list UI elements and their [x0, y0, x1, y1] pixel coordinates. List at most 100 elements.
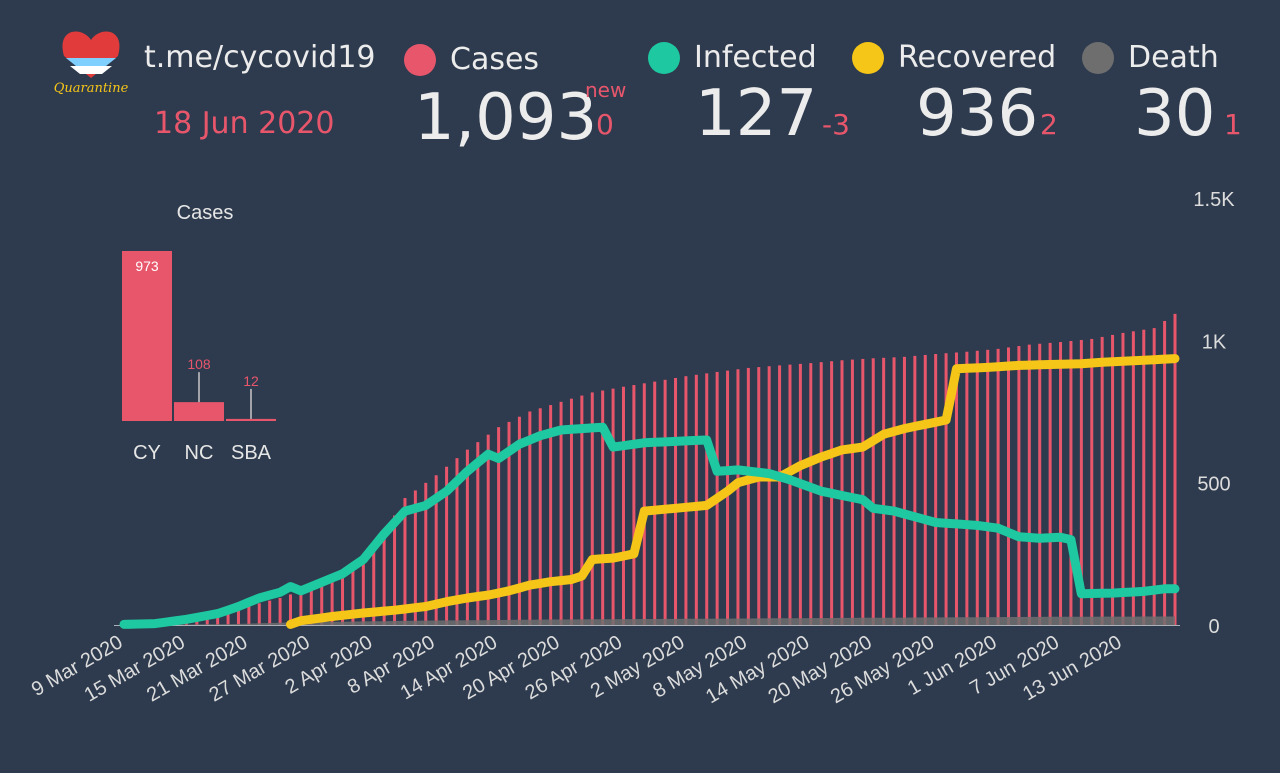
recovered-label: Recovered	[898, 40, 1057, 75]
cases-bar	[247, 605, 251, 625]
cases-bar	[1121, 332, 1125, 625]
cases-bar	[341, 574, 345, 625]
cases-bar	[549, 405, 553, 625]
cases-bar	[226, 609, 230, 625]
cases-bar	[330, 578, 334, 625]
cases-label: Cases	[450, 42, 540, 77]
cases-bar	[986, 349, 990, 625]
cases-value: 1,093	[414, 81, 598, 155]
cases-bar	[372, 550, 376, 625]
cases-bar	[684, 376, 688, 625]
cases-bar	[320, 582, 324, 625]
cases-bar	[257, 603, 261, 625]
cases-bar	[705, 373, 709, 625]
inset-title: Cases	[177, 202, 234, 224]
inset-category-label: SBA	[231, 442, 272, 464]
infected-dot-icon	[648, 41, 680, 74]
cases-bar	[528, 411, 532, 625]
cases-bar	[642, 383, 646, 625]
y-tick-label: 1.5K	[1193, 189, 1235, 211]
cases-bar	[393, 515, 397, 625]
inset-value-label: 12	[243, 373, 259, 389]
cases-bar	[236, 607, 240, 625]
infected-line	[119, 422, 1180, 629]
cases-bar	[798, 363, 802, 625]
cases-bar	[1059, 342, 1063, 625]
cases-bar	[351, 566, 355, 625]
cases-bar	[476, 442, 480, 625]
recovered-dot-icon	[852, 41, 884, 74]
cases-bar	[674, 378, 678, 625]
cases-bar	[309, 587, 313, 625]
logo-text: Quarantine	[54, 81, 129, 96]
inset-value-label: 108	[187, 356, 211, 372]
cases-bar	[809, 363, 813, 625]
cases-bar	[902, 356, 906, 625]
cases-dot-icon	[404, 43, 436, 76]
death-value: 30	[1134, 77, 1216, 151]
cases-bar	[1079, 339, 1083, 625]
death-dot-icon	[1082, 41, 1114, 74]
y-tick-label: 500	[1197, 474, 1230, 496]
cases-bar	[736, 369, 740, 625]
cases-bar	[497, 427, 501, 625]
cases-bar	[445, 466, 449, 625]
cases-bar	[538, 408, 542, 625]
cases-bar	[361, 558, 365, 625]
report-date: 18 Jun 2020	[154, 106, 335, 141]
cases-bar	[694, 374, 698, 625]
cases-bar	[1038, 343, 1042, 625]
cases-bar	[746, 367, 750, 625]
cases-bar	[382, 532, 386, 625]
cases-bar	[413, 490, 417, 625]
cases-bar	[1163, 320, 1167, 625]
channel-link[interactable]: t.me/cycovid19	[144, 40, 376, 75]
cases-bar	[1069, 340, 1073, 625]
cases-bar	[954, 352, 958, 625]
death-delta: 1	[1224, 108, 1242, 141]
cases-bar	[1048, 342, 1052, 625]
cases-bar	[871, 358, 875, 625]
recovered-delta: 2	[1040, 108, 1058, 141]
cases-bar	[726, 370, 730, 625]
cases-bar	[632, 385, 636, 625]
cases-bar	[934, 353, 938, 625]
cases-delta: 0	[596, 108, 614, 141]
cases-bar	[1111, 334, 1115, 625]
inset-category-label: CY	[133, 442, 161, 464]
y-tick-label: 1K	[1202, 331, 1227, 353]
death-area	[124, 616, 1175, 625]
cases-bar	[621, 386, 625, 625]
cases-bar	[965, 351, 969, 625]
legend-infected: Infected	[648, 40, 817, 75]
legend-cases: Cases	[404, 42, 539, 77]
cases-bar	[663, 379, 667, 625]
cases-bar	[1142, 329, 1146, 625]
cases-bar	[996, 348, 1000, 625]
cases-bar	[465, 449, 469, 625]
cases-bar	[1131, 331, 1135, 625]
cases-bar	[653, 381, 657, 625]
infected-delta: -3	[822, 108, 850, 141]
cases-bar	[1173, 313, 1177, 625]
cases-bar	[590, 392, 594, 625]
inset-value-label: 973	[135, 258, 159, 274]
cases-bar	[1090, 338, 1094, 625]
infected-label: Infected	[694, 40, 817, 75]
cases-bar	[778, 365, 782, 625]
cases-bar	[1100, 336, 1104, 625]
inset-category-label: NC	[185, 442, 214, 464]
cases-bar	[299, 590, 303, 625]
inset-bar	[174, 402, 224, 421]
legend-recovered: Recovered	[852, 40, 1056, 75]
cases-bar	[944, 353, 948, 625]
legend-death: Death	[1082, 40, 1219, 75]
cases-bar	[611, 388, 615, 625]
death-label: Death	[1128, 40, 1219, 75]
cases-bar	[1007, 347, 1011, 625]
cases-bar	[882, 357, 886, 625]
cases-bar	[569, 398, 573, 625]
recovered-value: 936	[916, 77, 1039, 151]
cases-bar	[278, 597, 282, 625]
